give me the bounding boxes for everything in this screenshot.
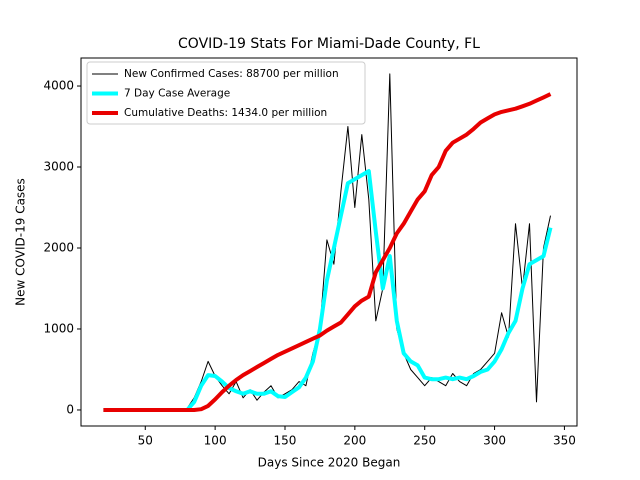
series-line: [103, 169, 553, 412]
x-tick-label: 100: [204, 434, 227, 448]
y-tick-label: 4000: [43, 79, 74, 93]
y-tick-label: 3000: [43, 160, 74, 174]
y-tick-label: 2000: [43, 240, 74, 254]
chart-title: COVID-19 Stats For Miami-Dade County, FL: [178, 36, 480, 52]
legend-label: 7 Day Case Average: [124, 88, 230, 100]
x-tick-label: 250: [413, 434, 436, 448]
legend-box: [86, 61, 366, 125]
plot-frame: [80, 57, 578, 427]
x-tick-label: 200: [343, 434, 366, 448]
x-tick-label: 300: [483, 434, 506, 448]
y-axis-label: New COVID-19 Cases: [14, 178, 28, 306]
legend-label: Cumulative Deaths: 1434.0 per million: [124, 107, 327, 119]
y-tick-label: 1000: [43, 321, 74, 335]
x-tick-label: 350: [553, 434, 576, 448]
y-tick-label: 0: [66, 402, 74, 416]
x-tick-label: 150: [274, 434, 297, 448]
x-axis-label: Days Since 2020 Began: [258, 456, 401, 470]
x-tick-label: 50: [138, 434, 153, 448]
series-line: [103, 92, 552, 412]
legend-label: New Confirmed Cases: 88700 per million: [124, 68, 339, 80]
